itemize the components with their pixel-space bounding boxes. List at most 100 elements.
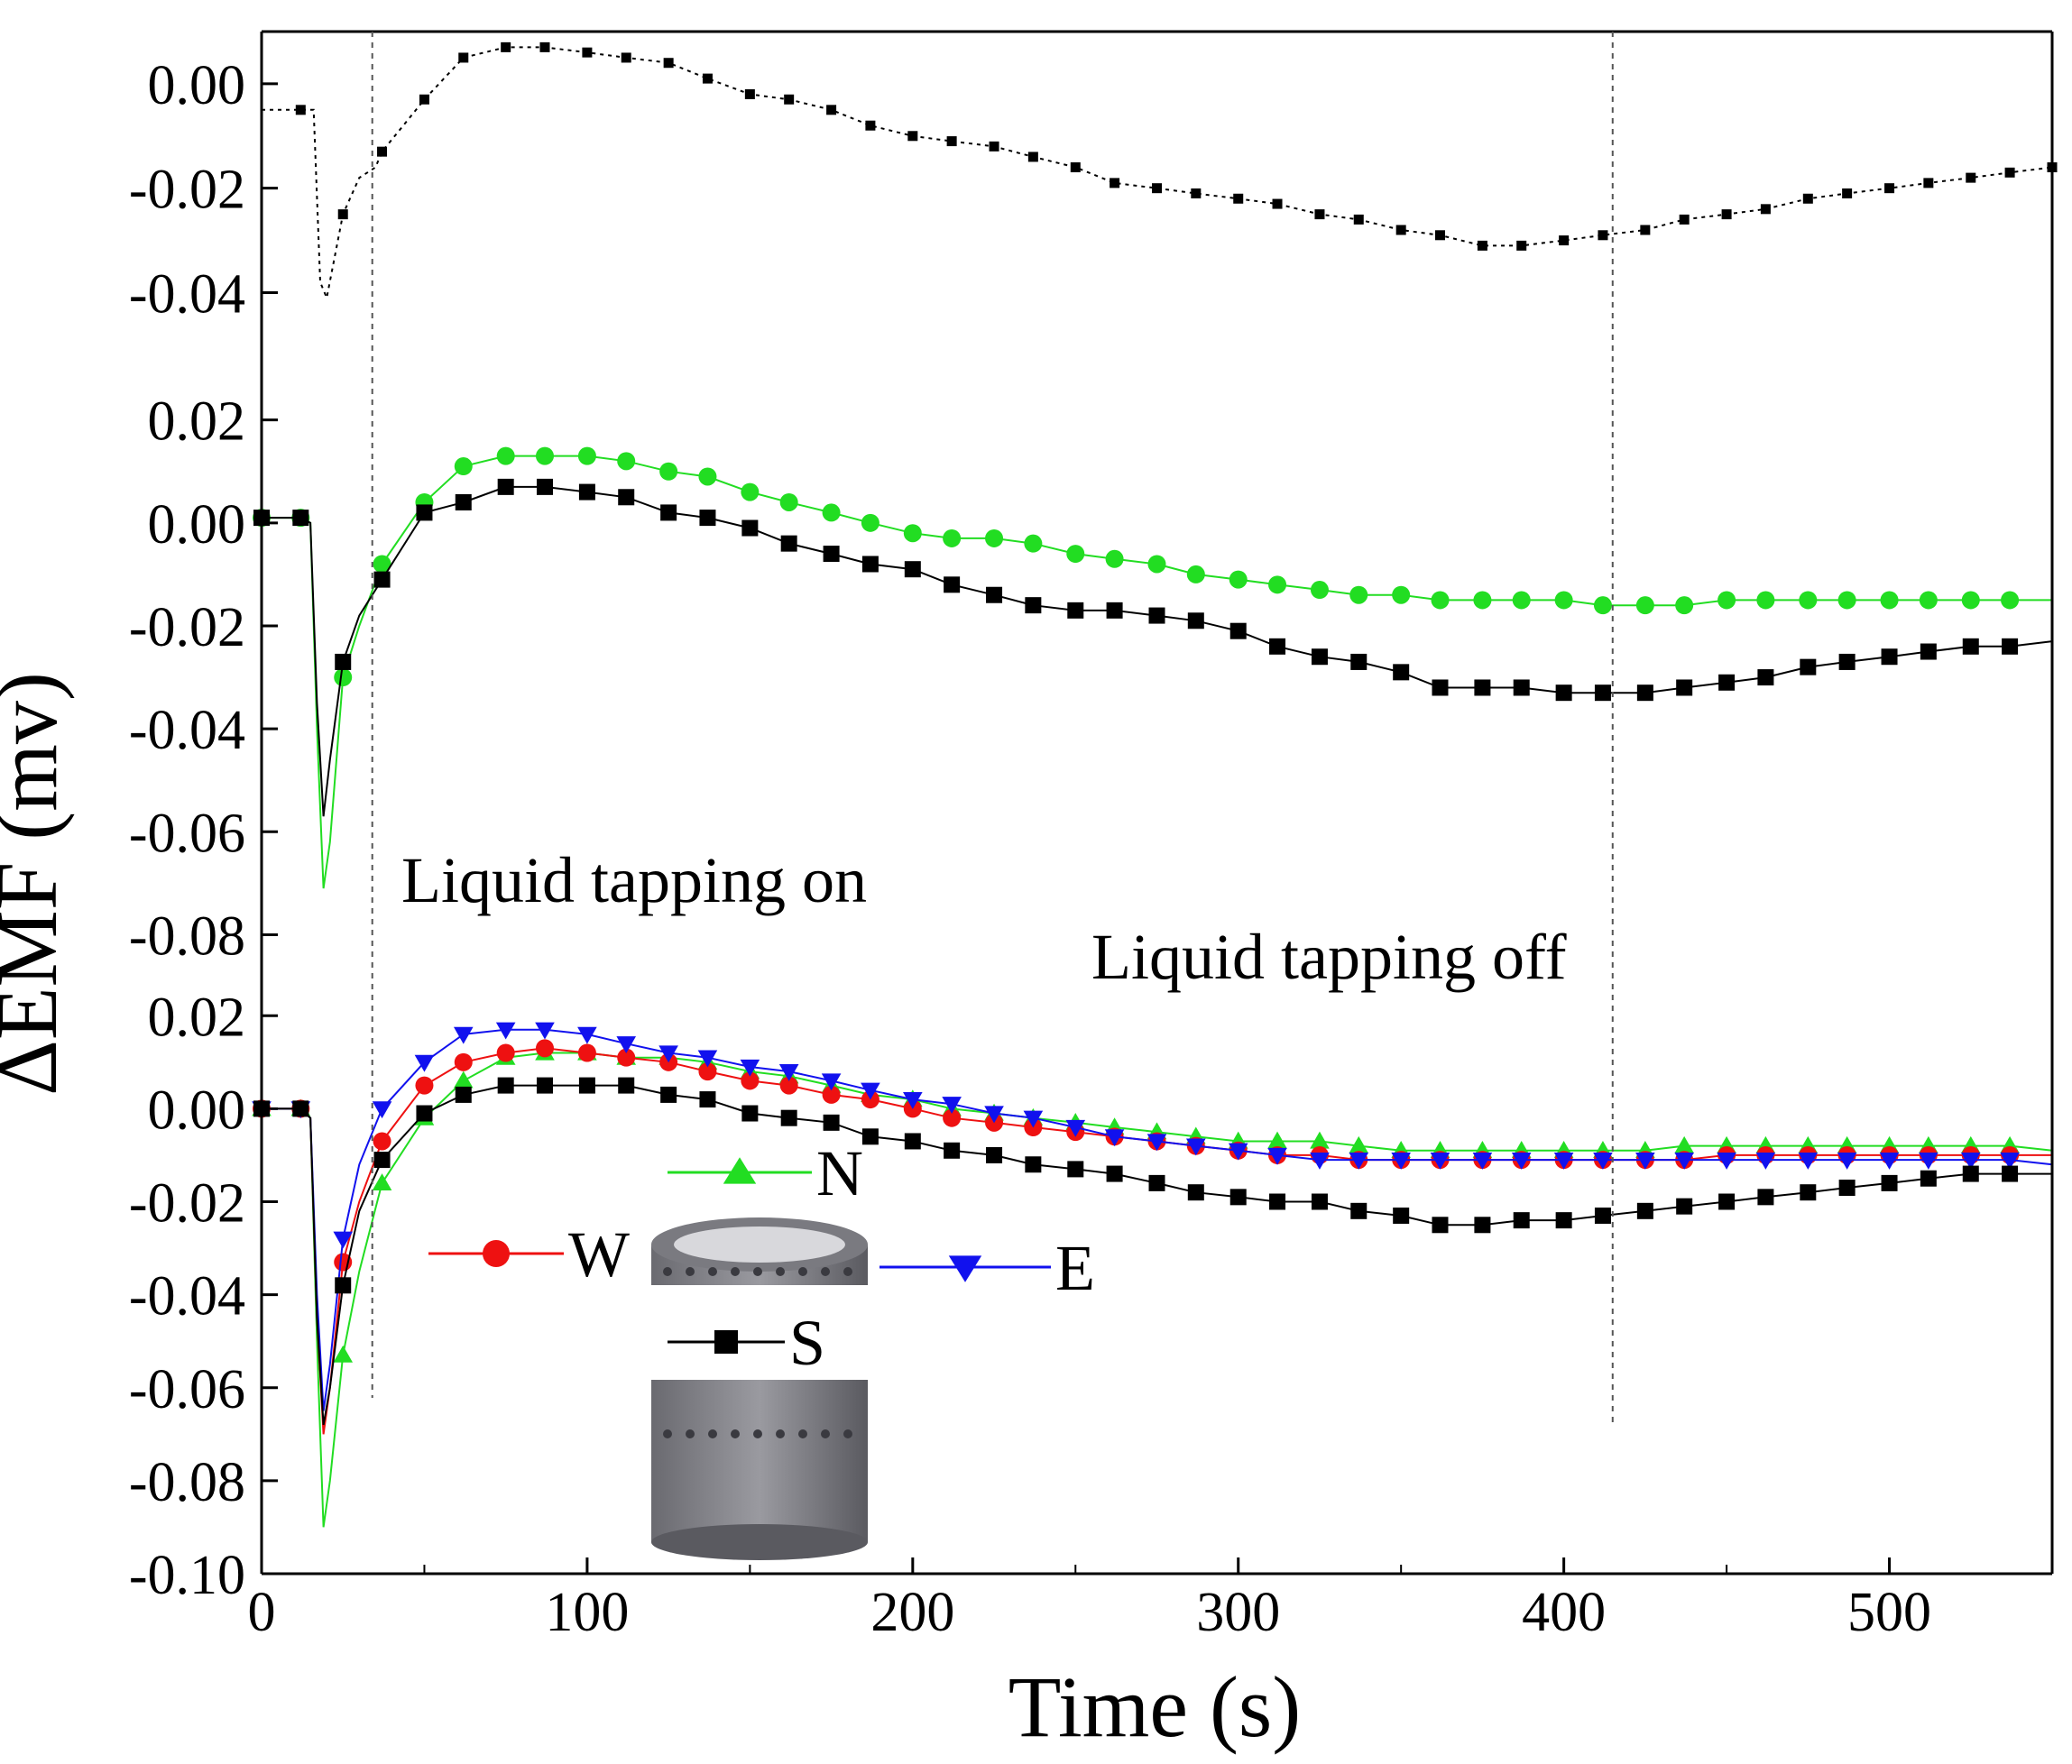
data-point — [577, 1043, 596, 1062]
cylinder-perforation — [663, 1429, 672, 1438]
data-point — [1960, 1152, 1981, 1170]
panels: 0.00 -0.02 -0.04 0.02 0.00 -0.02 -0.04 -0.06 -0.… — [129, 41, 2058, 1606]
data-point — [1919, 591, 1938, 610]
data-point — [1718, 1193, 1736, 1210]
data-point — [1349, 585, 1368, 604]
data-point — [337, 209, 348, 220]
x-axis: 0 100 200 300 400 500 — [248, 1557, 1931, 1643]
data-point — [1147, 555, 1166, 574]
data-point — [455, 493, 472, 510]
series-line — [262, 1052, 2053, 1528]
x-tick-label: 500 — [1847, 1582, 1931, 1643]
data-point — [660, 504, 677, 521]
data-point — [784, 94, 795, 105]
data-point — [861, 1082, 880, 1100]
data-point — [1555, 684, 1572, 702]
data-point — [943, 1108, 962, 1127]
legend-label: W — [568, 1218, 630, 1291]
data-point — [1105, 549, 1124, 568]
legend-label: N — [816, 1137, 863, 1209]
data-point — [1594, 1207, 1611, 1224]
series-bottom-W — [253, 1039, 2052, 1435]
data-point — [1802, 193, 1813, 204]
annotations: Liquid tapping on Liquid tapping off — [371, 32, 1614, 1425]
data-point — [1229, 1189, 1247, 1206]
y-tick-label: 0.00 — [148, 55, 246, 116]
data-point — [1106, 1165, 1123, 1182]
tapping-on-label: Liquid tapping on — [401, 844, 867, 916]
data-point — [1838, 653, 1856, 670]
data-point — [779, 492, 798, 511]
y-tick-label: -0.08 — [129, 1452, 245, 1513]
legend: N W E S — [428, 1137, 1095, 1560]
data-point — [1430, 1152, 1450, 1170]
series-middle-N — [253, 446, 2052, 889]
data-point — [741, 519, 759, 537]
y-tick-label: -0.02 — [129, 160, 245, 221]
data-point — [1350, 1202, 1368, 1219]
data-point — [496, 1043, 515, 1062]
data-point — [1923, 178, 1934, 188]
data-point — [536, 1077, 553, 1094]
data-point — [865, 120, 876, 131]
data-point — [1674, 1135, 1694, 1153]
data-point — [1431, 591, 1450, 610]
data-point — [1434, 230, 1445, 241]
data-point — [1186, 565, 1205, 583]
data-point — [458, 52, 469, 63]
legend-item-E: E — [879, 1232, 1095, 1304]
data-point — [292, 510, 309, 527]
cylinder-perforation — [776, 1267, 785, 1276]
data-point — [582, 47, 593, 58]
legend-item-S: S — [668, 1307, 825, 1379]
data-point — [414, 1054, 435, 1072]
data-point — [822, 503, 841, 522]
data-point — [946, 136, 957, 147]
data-point — [698, 1062, 717, 1081]
series-bottom-S — [253, 1077, 2052, 1426]
data-point — [1962, 1165, 1979, 1182]
data-point — [861, 513, 879, 532]
data-point — [659, 462, 678, 481]
data-point — [904, 561, 921, 578]
data-point — [989, 141, 999, 152]
data-point — [1267, 1131, 1287, 1149]
series-bottom-N — [252, 1043, 2053, 1528]
data-point — [372, 1173, 392, 1190]
data-point — [1881, 1174, 1898, 1191]
data-point — [501, 41, 511, 52]
y-tick-label: 0.00 — [148, 1080, 246, 1141]
data-point — [1392, 585, 1411, 604]
data-point — [616, 1036, 637, 1053]
data-point — [1717, 591, 1736, 610]
data-point — [1349, 1135, 1369, 1153]
data-point — [1024, 534, 1043, 553]
data-point — [740, 1059, 760, 1077]
data-point — [578, 1077, 595, 1094]
data-point — [2000, 1152, 2020, 1170]
data-point — [744, 88, 755, 99]
data-point — [1635, 596, 1654, 615]
cylinder-perforation — [753, 1267, 762, 1276]
data-point — [1675, 596, 1694, 615]
data-point — [1310, 1152, 1330, 1170]
legend-item-W: W — [428, 1218, 630, 1291]
data-point — [536, 478, 553, 495]
data-point — [658, 1045, 678, 1063]
series-line — [262, 1028, 2053, 1411]
data-point — [1473, 591, 1492, 610]
cylinder-perforation — [663, 1267, 672, 1276]
data-point — [1269, 1193, 1286, 1210]
data-point — [1884, 183, 1895, 194]
series-line — [262, 1047, 2052, 1435]
data-point — [373, 571, 391, 588]
data-point — [1919, 1152, 1938, 1170]
data-point — [1920, 643, 1937, 660]
data-point — [1350, 653, 1368, 670]
data-point — [826, 105, 837, 115]
data-point — [1349, 1152, 1369, 1170]
data-point — [2002, 1165, 2019, 1182]
data-point — [1269, 638, 1286, 655]
